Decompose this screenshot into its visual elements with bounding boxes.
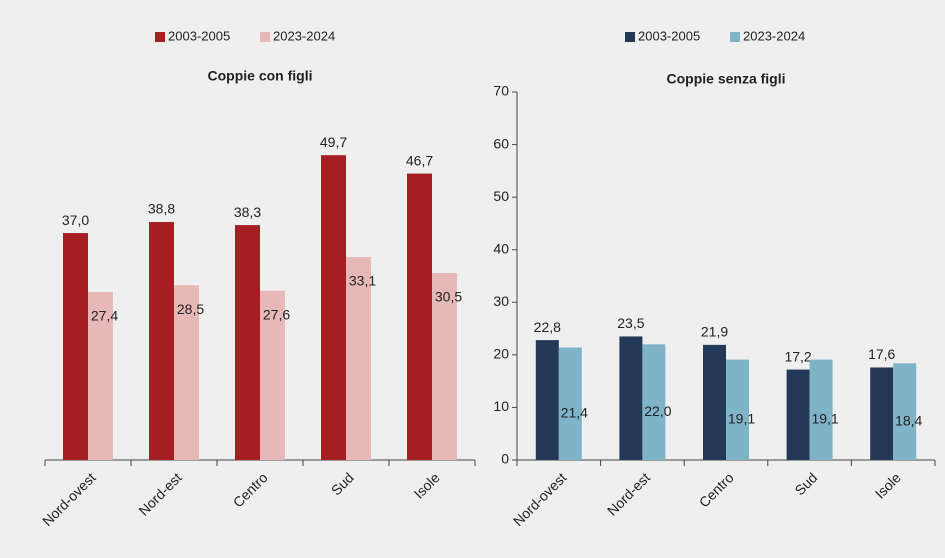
y-tick-label: 0 — [501, 451, 509, 467]
value-label: 21,4 — [561, 404, 588, 420]
legend-swatch — [625, 32, 635, 42]
legend-swatch — [730, 32, 740, 42]
bar — [88, 291, 113, 460]
value-label: 22,0 — [644, 403, 671, 419]
bar — [321, 155, 346, 460]
y-tick-label: 70 — [493, 83, 509, 99]
y-tick-label: 30 — [493, 293, 509, 309]
value-label: 38,3 — [234, 204, 261, 220]
value-label: 27,4 — [91, 308, 118, 324]
y-tick-label: 40 — [493, 240, 509, 256]
y-tick-label: 10 — [493, 398, 509, 414]
value-label: 37,0 — [62, 212, 89, 228]
y-tick-label: 20 — [493, 346, 509, 362]
bar — [786, 369, 810, 460]
bar — [726, 359, 749, 460]
chart-title: Coppie con figli — [208, 68, 313, 84]
legend-label: 2023-2024 — [743, 28, 805, 43]
legend-swatch — [155, 32, 165, 42]
bar — [642, 344, 666, 460]
bar — [346, 256, 371, 460]
bar — [870, 367, 894, 460]
value-label: 30,5 — [435, 289, 462, 305]
bar — [558, 347, 582, 460]
bar — [149, 222, 174, 460]
bar — [432, 272, 457, 460]
legend-label: 2003-2005 — [638, 28, 700, 43]
legend-label: 2023-2024 — [273, 28, 335, 43]
value-label: 46,7 — [406, 152, 433, 168]
bar — [174, 285, 199, 460]
value-label: 38,8 — [148, 201, 175, 217]
value-label: 19,1 — [811, 410, 838, 426]
bar — [893, 363, 917, 460]
bar — [235, 225, 260, 460]
value-label: 49,7 — [320, 134, 347, 150]
bar — [535, 340, 559, 460]
bar — [703, 344, 726, 460]
value-label: 21,9 — [701, 324, 728, 340]
legend-label: 2003-2005 — [168, 28, 230, 43]
value-label: 23,5 — [617, 315, 644, 331]
bar — [63, 233, 88, 460]
value-label: 17,2 — [784, 348, 811, 364]
bar — [407, 173, 432, 460]
value-label: 22,8 — [534, 319, 561, 335]
value-label: 18,4 — [895, 412, 922, 428]
y-tick-label: 60 — [493, 135, 509, 151]
value-label: 27,6 — [263, 306, 290, 322]
chart-title: Coppie senza figli — [666, 71, 785, 87]
value-label: 33,1 — [349, 273, 376, 289]
value-label: 19,1 — [728, 410, 755, 426]
value-label: 17,6 — [868, 346, 895, 362]
value-label: 28,5 — [177, 301, 204, 317]
bar — [809, 359, 833, 460]
y-tick-label: 50 — [493, 188, 509, 204]
bar — [619, 336, 643, 460]
bar — [260, 290, 285, 460]
legend-swatch — [260, 32, 270, 42]
